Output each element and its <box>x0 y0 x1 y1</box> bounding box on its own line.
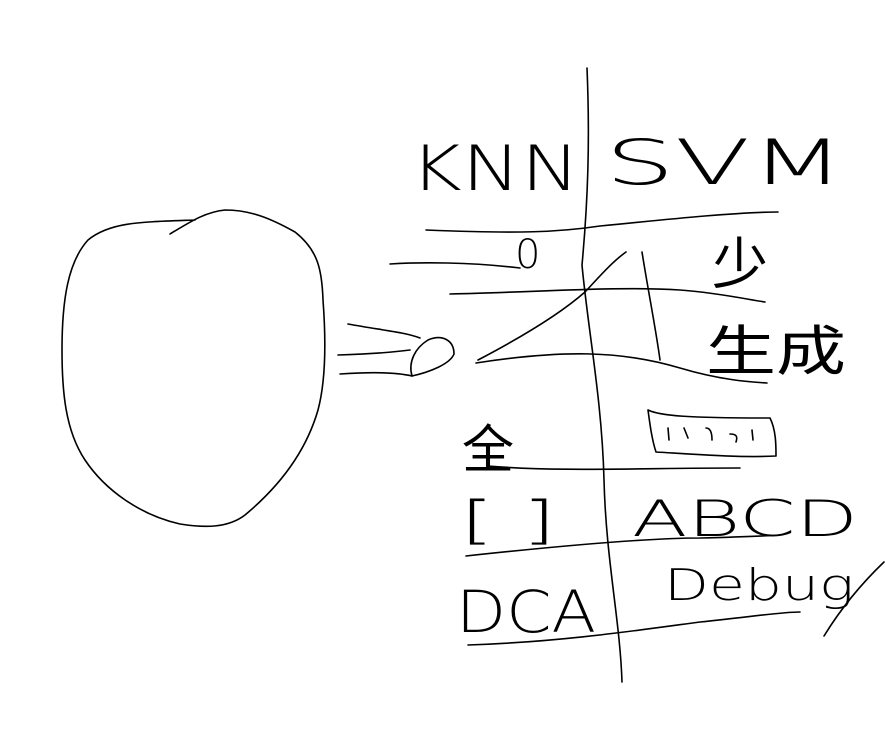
triangle-sketch <box>477 251 627 361</box>
row-line-3 <box>449 287 766 303</box>
cell-row3-left: 全 <box>462 421 514 481</box>
cell-row1-left: 0 <box>515 232 540 278</box>
cell-row5-left: DCA <box>456 578 596 646</box>
header-knn: KNN <box>410 132 580 205</box>
cell-row4-left: [ ] <box>460 491 556 551</box>
row-line-1 <box>425 211 779 233</box>
row-line-4 <box>475 353 768 384</box>
row-line-2 <box>389 262 521 269</box>
arrow-connector <box>337 323 455 377</box>
row-line-6 <box>465 534 781 557</box>
triangle-side-sketch <box>641 251 661 361</box>
cell-row1-right: 少 <box>712 233 768 298</box>
cell-row4-right: ABCD <box>632 490 858 548</box>
column-divider <box>581 67 623 683</box>
row-line-5 <box>487 465 741 471</box>
slash-mark <box>823 561 885 637</box>
row-line-7 <box>467 611 801 646</box>
cell-row2-right: 生成 <box>706 320 846 383</box>
cell-row5-right: Debug <box>664 560 854 611</box>
blob-shape <box>61 209 326 528</box>
header-svm: SVM <box>605 126 845 199</box>
empty-cell-rect <box>647 409 777 458</box>
